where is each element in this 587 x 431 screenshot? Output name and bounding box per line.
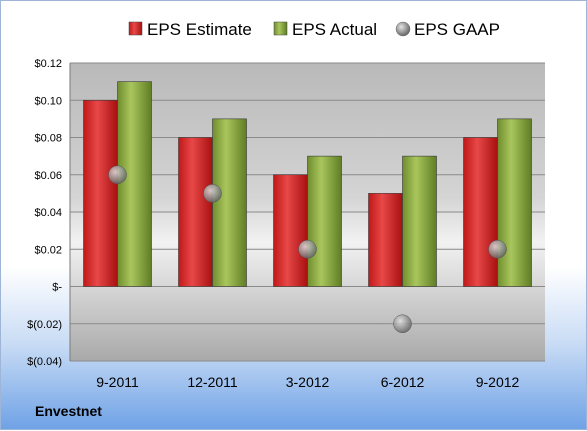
bar-eps-actual-3-2012 — [307, 155, 342, 287]
bar-eps-actual-12-2011 — [212, 118, 247, 287]
bar-eps-estimate-9-2011 — [83, 99, 118, 287]
y-tick-label: $0.12 — [34, 58, 62, 70]
y-tick-label: $(0.02) — [27, 319, 62, 331]
bar-eps-actual-9-2011 — [117, 81, 152, 287]
marker-eps-gaap-6-2012 — [393, 314, 412, 333]
marker-eps-gaap-9-2012 — [488, 240, 507, 259]
y-tick-label: $(0.04) — [27, 356, 62, 368]
bar-eps-estimate-6-2012 — [368, 193, 403, 287]
bar-eps-estimate-12-2011 — [178, 137, 213, 287]
y-tick-label: $0.08 — [34, 133, 62, 145]
legend: EPS Estimate EPS Actual EPS GAAP — [128, 20, 500, 39]
y-tick-label: $0.10 — [34, 95, 62, 107]
legend-label-eps-actual: EPS Actual — [292, 20, 377, 39]
legend-swatch-eps-estimate — [128, 21, 143, 36]
legend-swatch-eps-actual — [273, 21, 288, 36]
x-tick-label: 12-2011 — [187, 374, 238, 390]
y-tick-label: $- — [52, 282, 62, 294]
y-tick-label: $0.04 — [34, 207, 62, 219]
x-tick-label: 9-2011 — [96, 374, 139, 390]
marker-eps-gaap-3-2012 — [298, 240, 317, 259]
bar-eps-estimate-3-2012 — [273, 174, 308, 287]
bar-eps-actual-6-2012 — [402, 155, 437, 287]
company-name: Envestnet — [35, 403, 102, 419]
bar-eps-estimate-9-2012 — [463, 137, 498, 287]
x-tick-label: 9-2012 — [476, 374, 520, 390]
bar-eps-actual-9-2012 — [497, 118, 532, 287]
legend-label-eps-estimate: EPS Estimate — [147, 20, 252, 39]
x-tick-label: 3-2012 — [286, 374, 330, 390]
x-tick-label: 6-2012 — [381, 374, 425, 390]
marker-eps-gaap-9-2011 — [108, 165, 127, 184]
y-tick-label: $0.02 — [34, 244, 62, 256]
legend-swatch-eps-gaap — [395, 21, 411, 37]
marker-eps-gaap-12-2011 — [203, 184, 222, 203]
legend-label-eps-gaap: EPS GAAP — [414, 20, 500, 39]
y-tick-label: $0.06 — [34, 170, 62, 182]
